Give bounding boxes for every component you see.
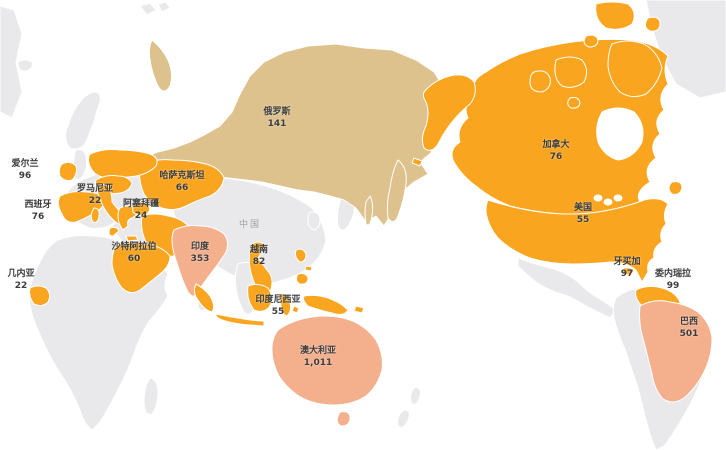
solomon-shape[interactable] bbox=[353, 305, 365, 314]
alaska-shape[interactable] bbox=[421, 74, 476, 151]
maluku-shape[interactable] bbox=[291, 305, 300, 314]
madagascar-landmass bbox=[143, 377, 159, 415]
great-lakes bbox=[593, 194, 603, 202]
ellesmere-island-shape[interactable] bbox=[595, 1, 635, 30]
sumatra-shape[interactable] bbox=[193, 283, 215, 313]
hudson-bay bbox=[596, 107, 644, 161]
kazakhstan-shape[interactable] bbox=[139, 159, 225, 211]
philippines-mindanao-shape[interactable] bbox=[295, 273, 309, 285]
newfoundland-shape[interactable] bbox=[668, 181, 683, 195]
sulawesi-shape[interactable] bbox=[279, 293, 292, 317]
java-shape[interactable] bbox=[215, 313, 265, 327]
arctic-islet-shape[interactable] bbox=[644, 16, 661, 32]
arctic-islet-shape[interactable] bbox=[583, 34, 599, 48]
victoria-island-shape[interactable] bbox=[554, 56, 588, 88]
tasmania-shape[interactable] bbox=[336, 411, 351, 427]
great-lakes bbox=[603, 198, 613, 206]
aleutian-islet-shape[interactable] bbox=[411, 157, 423, 167]
banks-island-shape[interactable] bbox=[529, 70, 551, 93]
korea-landmass bbox=[307, 211, 321, 231]
new-zealand-north bbox=[409, 387, 421, 405]
vietnam-shape[interactable] bbox=[248, 241, 273, 296]
ukraine-shape[interactable] bbox=[87, 149, 158, 179]
india-shape[interactable] bbox=[171, 225, 229, 297]
novaya-zemlya-shape[interactable] bbox=[148, 39, 173, 92]
new-guinea-shape[interactable] bbox=[303, 294, 349, 315]
jamaica-shape[interactable] bbox=[620, 267, 635, 276]
borneo-shape[interactable] bbox=[247, 283, 273, 312]
crete-shape[interactable] bbox=[125, 235, 139, 242]
arctic-islet-shape[interactable] bbox=[567, 97, 581, 109]
guinea-shape[interactable] bbox=[29, 285, 51, 307]
new-zealand-south bbox=[397, 409, 410, 428]
philippines-luzon-shape[interactable] bbox=[295, 248, 307, 263]
usa-shape[interactable] bbox=[485, 198, 669, 283]
greenland-landmass bbox=[645, 0, 726, 99]
svalbard-islands bbox=[157, 1, 171, 13]
scandinavia-landmass bbox=[64, 91, 101, 150]
sardinia-shape[interactable] bbox=[90, 207, 100, 223]
greenland-west-sliver bbox=[0, 5, 23, 119]
svalbard-islands bbox=[139, 2, 157, 16]
sakhalin-shape[interactable] bbox=[364, 195, 374, 226]
kamchatka-shape[interactable] bbox=[386, 159, 407, 222]
ireland-shape[interactable] bbox=[58, 161, 77, 181]
baffin-island-shape[interactable] bbox=[607, 40, 663, 98]
brazil-shape[interactable] bbox=[639, 300, 713, 403]
great-lakes bbox=[613, 194, 623, 202]
sicily-shape[interactable] bbox=[108, 226, 120, 237]
saudi-arabia-shape[interactable] bbox=[111, 241, 171, 294]
azerbaijan-shape[interactable] bbox=[132, 201, 151, 217]
australia-shape[interactable] bbox=[271, 315, 383, 406]
mexico-central-america bbox=[517, 257, 617, 319]
philippines-visayas-shape[interactable] bbox=[304, 265, 313, 272]
iceland-landmass bbox=[17, 59, 33, 72]
highlighted-countries bbox=[29, 1, 713, 427]
